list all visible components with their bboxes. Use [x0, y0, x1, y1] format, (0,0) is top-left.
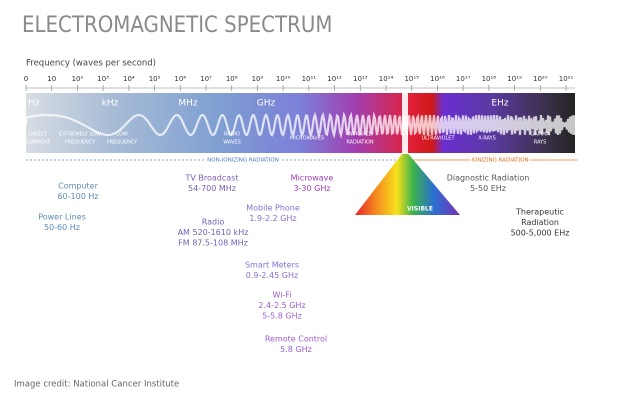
- tick-label: 10⁴: [123, 75, 135, 83]
- unit-label: MHz: [178, 99, 198, 109]
- band-label: EXTREMELY LOW: [59, 132, 101, 138]
- source-label: 0.9-2.45 GHz: [246, 271, 298, 280]
- band-label: ULTRAVIOLET: [421, 136, 455, 142]
- title: ELECTROMAGNETIC SPECTRUM: [22, 13, 332, 38]
- tick-label: 10⁹: [252, 75, 264, 83]
- band-label: CURRENT: [26, 140, 51, 146]
- tick-label: 10¹⁵: [404, 75, 419, 83]
- source-label: Mobile Phone: [246, 204, 300, 213]
- tick-label: 10²¹: [559, 75, 574, 83]
- source-label: 60-100 Hz: [57, 192, 98, 201]
- source-label: Diagnostic Radiation: [447, 174, 530, 183]
- band-label: RADIO: [224, 132, 240, 138]
- visible-label: VISIBLE: [407, 206, 433, 213]
- band-label: LOW: [116, 132, 128, 138]
- source-label: Power Lines: [38, 213, 86, 222]
- band-label: WAVES: [223, 140, 241, 146]
- source-label: Remote Control: [265, 335, 327, 344]
- axis-label: Frequency (waves per second): [26, 59, 156, 69]
- source-label: Computer: [58, 182, 98, 191]
- band-label: INFRARED: [347, 132, 372, 138]
- tick-label: 10¹⁶: [430, 75, 445, 83]
- band-label: MICROWAVES: [290, 136, 324, 142]
- band-label: RADIATION: [346, 140, 374, 146]
- tick-label: 10¹¹: [302, 75, 317, 83]
- tick-label: 10⁸: [226, 75, 238, 83]
- tick-label: 10¹⁰: [276, 75, 291, 83]
- band-label: FREQUENCY: [107, 140, 138, 146]
- tick-label: 10¹⁸: [482, 75, 497, 83]
- source-label: TV Broadcast: [185, 174, 239, 183]
- source-label: Microwave: [291, 174, 334, 183]
- tick-label: 10⁷: [200, 75, 212, 83]
- source-label: Wi-Fi: [272, 291, 291, 300]
- source-label: 500-5,000 EHz: [511, 229, 570, 238]
- band-label: RAYS: [534, 140, 547, 146]
- unit-label: Hz: [28, 99, 40, 109]
- unit-label: GHz: [257, 99, 276, 109]
- region-label: IONIZING RADIATION: [471, 158, 528, 164]
- tick-label: 10¹²: [327, 75, 342, 83]
- unit-label: EHz: [491, 99, 508, 109]
- source-label: Radio: [202, 218, 225, 227]
- band-label: X-RAYS: [478, 136, 496, 142]
- tick-label: 10¹⁹: [507, 75, 522, 83]
- source-label: 5-5.8 GHz: [262, 312, 302, 321]
- source-label: FM 87.5-108 MHz: [178, 239, 248, 248]
- unit-label: kHz: [102, 99, 119, 109]
- tick-label: 10¹⁴: [379, 75, 394, 83]
- tick-label: 10⁶: [174, 75, 186, 83]
- band-label: FREQUENCY: [65, 140, 96, 146]
- source-label: 3-30 GHz: [293, 184, 330, 193]
- tick-label: 10¹⁷: [456, 75, 471, 83]
- tick-label: 0: [24, 75, 28, 83]
- band-label: DIRECT: [29, 132, 48, 138]
- source-label: Smart Meters: [245, 261, 299, 270]
- source-label: 5-50 EHz: [470, 184, 506, 193]
- band-label: GAMMA: [530, 132, 550, 138]
- source-label: 1.9-2.2 GHz: [249, 214, 296, 223]
- source-label: AM 520-1610 kHz: [178, 228, 249, 237]
- tick-label: 10²: [72, 75, 84, 83]
- source-label: Therapeutic: [515, 208, 564, 217]
- source-label: 5.8 GHz: [280, 345, 312, 354]
- credit: Image credit: National Cancer Institute: [14, 380, 179, 390]
- tick-label: 10³: [97, 75, 109, 83]
- region-label: NON-IONIZING RADIATION: [207, 158, 279, 164]
- source-label: Radiation: [521, 218, 559, 227]
- source-label: 2.4-2.5 GHz: [258, 301, 305, 310]
- tick-label: 10: [47, 75, 56, 83]
- visible-light-beam: [402, 90, 408, 154]
- wave: [24, 111, 577, 140]
- tick-label: 10²⁰: [533, 75, 548, 83]
- tick-label: 10¹³: [353, 75, 368, 83]
- tick-label: 10⁵: [149, 75, 161, 83]
- source-label: 50-60 Hz: [44, 223, 80, 232]
- visible-prism: [355, 150, 460, 215]
- source-label: 54-700 MHz: [188, 184, 236, 193]
